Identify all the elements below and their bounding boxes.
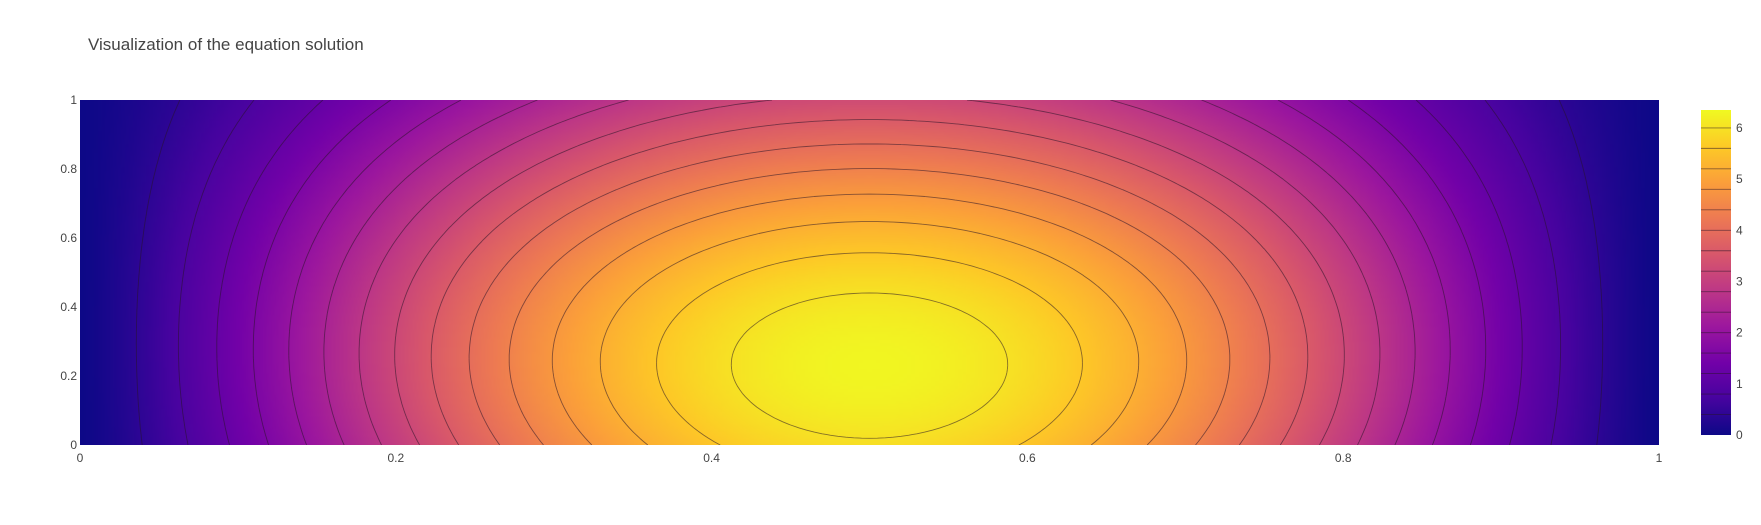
- colorbar-tick-label: 6: [1736, 121, 1743, 135]
- x-tick-label: 0.6: [1019, 451, 1036, 465]
- contour-line-8: [430, 119, 1309, 445]
- x-tick-label: 1: [1656, 451, 1663, 465]
- contour-line-4: [288, 100, 1451, 445]
- colorbar-gradient: [1701, 110, 1731, 435]
- y-tick-label: 0.8: [60, 162, 77, 176]
- x-tick-label: 0.4: [703, 451, 720, 465]
- y-tick-label: 0: [70, 438, 77, 452]
- x-axis: 0 0.2 0.4 0.6 0.8 1: [77, 451, 1663, 465]
- contour-line-2: [216, 100, 1523, 445]
- heatmap-surface: [80, 100, 1659, 445]
- contour-line-3: [252, 100, 1487, 445]
- y-tick-label: 0.6: [60, 231, 77, 245]
- y-tick-label: 1: [70, 93, 77, 107]
- colorbar: 0 1 2 3 4 5 6: [1701, 110, 1743, 442]
- contour-line-10: [508, 168, 1231, 445]
- x-tick-label: 0.8: [1335, 451, 1352, 465]
- y-axis: 0 0.2 0.4 0.6 0.8 1: [60, 93, 77, 452]
- contour-line-1: [177, 100, 1562, 445]
- x-tick-label: 0.2: [387, 451, 404, 465]
- colorbar-tick-label: 2: [1736, 326, 1743, 340]
- x-tick-label: 0: [77, 451, 84, 465]
- contour-line-6: [358, 100, 1381, 445]
- y-tick-label: 0.4: [60, 300, 77, 314]
- contour-line-13: [656, 252, 1083, 445]
- contour-line-7: [394, 100, 1345, 445]
- colorbar-tick-label: 5: [1736, 172, 1743, 186]
- chart-title: Visualization of the equation solution: [88, 35, 364, 54]
- colorbar-tick-label: 0: [1736, 428, 1743, 442]
- contour-line-5: [323, 100, 1416, 445]
- colorbar-tick-label: 1: [1736, 377, 1743, 391]
- contour-line-0: [135, 100, 1604, 445]
- colorbar-tick-label: 4: [1736, 223, 1743, 237]
- y-tick-label: 0.2: [60, 369, 77, 383]
- contour-line-9: [468, 143, 1271, 445]
- contour-line-14: [730, 292, 1009, 439]
- contour-line-12: [599, 221, 1140, 445]
- contour-lines: [135, 100, 1604, 445]
- contour-line-11: [551, 193, 1188, 445]
- colorbar-tick-label: 3: [1736, 274, 1743, 288]
